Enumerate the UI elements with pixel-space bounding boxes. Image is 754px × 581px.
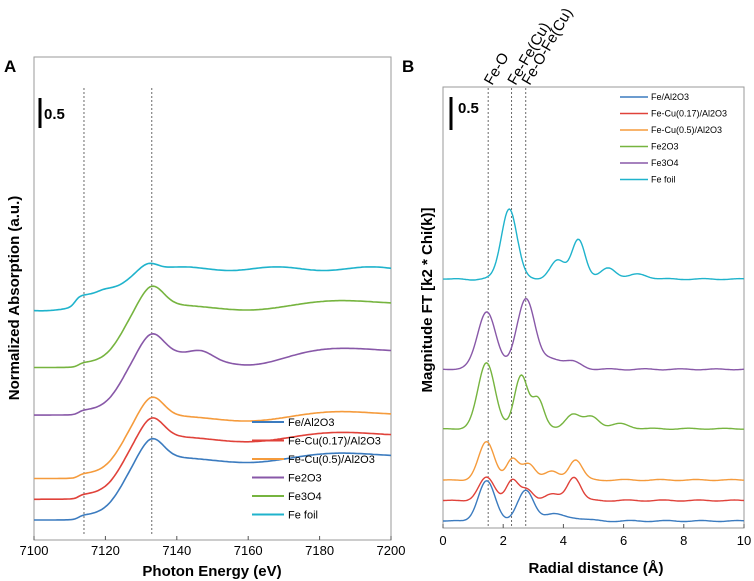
- panel-b-x-tick-label: 8: [680, 533, 687, 548]
- panel-b-x-tick-label: 6: [620, 533, 627, 548]
- panel-a-x-tick-label: 7180: [305, 543, 334, 558]
- panel-b-series-line: [443, 440, 744, 482]
- panel-b-series-line: [443, 297, 745, 371]
- panel-b-series-line: [443, 480, 745, 523]
- panel-a-legend-label: Fe2O3: [288, 473, 322, 485]
- panel-a-series-line: [33, 262, 392, 312]
- panel-a-x-tick-label: 7140: [162, 543, 191, 558]
- panel-a-frame: [33, 56, 392, 541]
- panel-b-letter: B: [402, 57, 414, 76]
- panel-a-legend-label: Fe3O4: [288, 491, 322, 503]
- panel-a-legend-label: Fe-Cu(0.5)/Al2O3: [288, 454, 375, 466]
- panel-a-series-line: [34, 417, 392, 501]
- panel-b-legend-label: Fe foil: [651, 175, 676, 185]
- panel-a-legend-label: Fe/Al2O3: [288, 417, 334, 429]
- panel-b-legend-label: Fe-Cu(0.5)/Al2O3: [651, 125, 722, 135]
- panel-b-legend-label: Fe-Cu(0.17)/Al2O3: [651, 109, 727, 119]
- panel-b-series-line: [443, 362, 744, 430]
- panel-a-series-line: [34, 396, 392, 480]
- panel-b-x-tick-label: 0: [439, 533, 446, 548]
- panel-a-legend-label: Fe foil: [288, 510, 318, 522]
- panel-a-series-line: [34, 437, 392, 521]
- panel-a-x-tick-label: 7100: [20, 543, 49, 558]
- panel-b-x-tick-label: 10: [737, 533, 751, 548]
- panel-a-letter: A: [4, 57, 16, 76]
- panel-b-frame: [442, 86, 745, 529]
- panel-a-x-tick-label: 7160: [234, 543, 263, 558]
- panel-b-x-tick-label: 4: [560, 533, 567, 548]
- panel-b-scale-label: 0.5: [458, 100, 479, 117]
- panel-a-scale-label: 0.5: [44, 106, 65, 123]
- panel-a-y-axis-title: Normalized Absorption (a.u.): [6, 196, 23, 400]
- panel-a-x-tick-label: 7120: [91, 543, 120, 558]
- panel-b-legend-label: Fe3O4: [651, 158, 679, 168]
- panel-b-legend-label: Fe2O3: [651, 142, 679, 152]
- panel-a-x-tick-label: 7200: [377, 543, 406, 558]
- panel-b-series-line: [443, 208, 745, 281]
- panel-b-x-axis-title: Radial distance (Å): [528, 560, 663, 577]
- panel-a-series-line: [34, 332, 392, 416]
- panel-a-legend-label: Fe-Cu(0.17)/Al2O3: [288, 436, 381, 448]
- panel-a-series-line: [34, 285, 392, 369]
- panel-b-x-tick-label: 2: [500, 533, 507, 548]
- panel-b-y-axis-title: Magnitude FT [k2 * Chi(k)]: [419, 208, 436, 393]
- panel-b-legend-label: Fe/Al2O3: [651, 92, 689, 102]
- panel-b-series-line: [443, 476, 745, 502]
- panel-a-x-axis-title: Photon Energy (eV): [142, 563, 281, 580]
